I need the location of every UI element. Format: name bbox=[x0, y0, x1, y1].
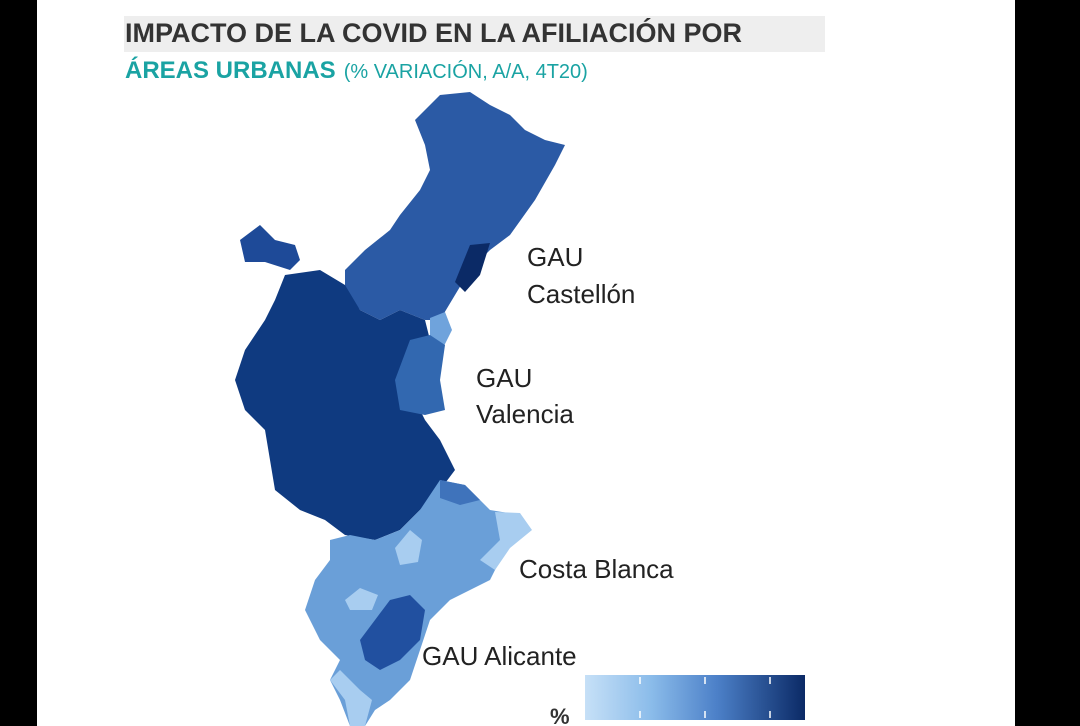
colorbar-gradient bbox=[585, 675, 805, 720]
map-label: GAU Castellón bbox=[527, 242, 635, 309]
label-line: GAU bbox=[527, 242, 583, 272]
subtitle-main: ÁREAS URBANAS bbox=[125, 56, 336, 84]
panel bbox=[37, 0, 1015, 726]
map bbox=[235, 92, 565, 726]
region-safor bbox=[440, 480, 480, 505]
region-inner-light-2 bbox=[345, 588, 378, 610]
region-south-tip bbox=[330, 670, 372, 726]
label-line: Castellón bbox=[527, 279, 635, 309]
map-label: GAU Alicante bbox=[422, 641, 577, 671]
legend-title: % bbox=[550, 704, 570, 726]
subtitle: ÁREAS URBANAS (% VARIACIÓN, A/A, 4T20) bbox=[125, 56, 588, 84]
region-gau-castellon bbox=[455, 243, 490, 292]
colorbar-ticks bbox=[639, 677, 771, 718]
map-label: Costa Blanca bbox=[519, 554, 674, 584]
colorbar: % bbox=[550, 675, 805, 726]
label-line: GAU bbox=[476, 363, 532, 393]
region-valencia bbox=[235, 270, 455, 540]
title-highlight bbox=[124, 16, 825, 52]
region-inner-light bbox=[395, 530, 422, 565]
label-line: Valencia bbox=[476, 399, 574, 429]
region-costa-blanca bbox=[480, 512, 532, 570]
title: IMPACTO DE LA COVID EN LA AFILIACIÓN POR bbox=[125, 17, 742, 48]
map-label: GAU Valencia bbox=[476, 363, 574, 429]
region-gau-valencia bbox=[395, 335, 445, 415]
region-ademuz bbox=[240, 225, 300, 270]
region-castellon bbox=[345, 92, 565, 320]
subtitle-note: (% VARIACIÓN, A/A, 4T20) bbox=[344, 60, 588, 83]
region-gau-alicante bbox=[360, 595, 425, 670]
